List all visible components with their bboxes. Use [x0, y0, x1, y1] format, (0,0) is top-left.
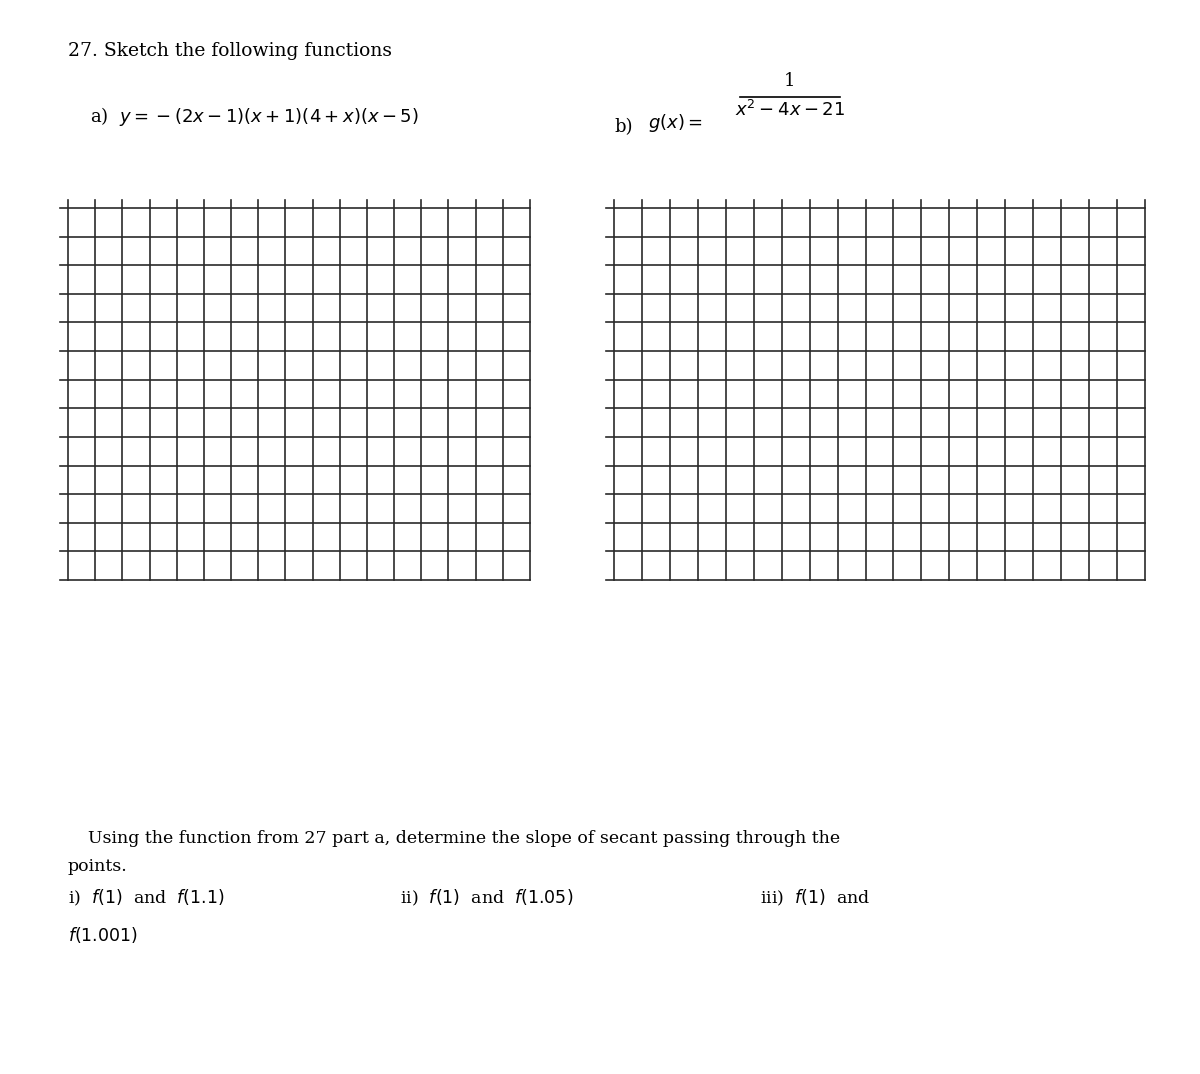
Text: $f(1.001)$: $f(1.001)$: [68, 925, 138, 945]
Text: a)  $y = -(2x-1)(x+1)(4+x)(x-5)$: a) $y = -(2x-1)(x+1)(4+x)(x-5)$: [90, 105, 419, 128]
Text: i)  $f(1)$  and  $f(1.1)$: i) $f(1)$ and $f(1.1)$: [68, 888, 224, 909]
Text: ii)  $f(1)$  and  $f(1.05)$: ii) $f(1)$ and $f(1.05)$: [400, 888, 574, 909]
Text: $g(x) =$: $g(x) =$: [648, 112, 703, 134]
Text: iii)  $f(1)$  and: iii) $f(1)$ and: [760, 888, 870, 909]
Text: $x^2 - 4x - 21$: $x^2 - 4x - 21$: [736, 100, 845, 120]
Text: 27. Sketch the following functions: 27. Sketch the following functions: [68, 42, 392, 60]
Text: Using the function from 27 part a, determine the slope of secant passing through: Using the function from 27 part a, deter…: [88, 830, 840, 847]
Text: 1: 1: [785, 72, 796, 90]
Text: points.: points.: [68, 858, 127, 875]
Text: b): b): [614, 118, 632, 136]
